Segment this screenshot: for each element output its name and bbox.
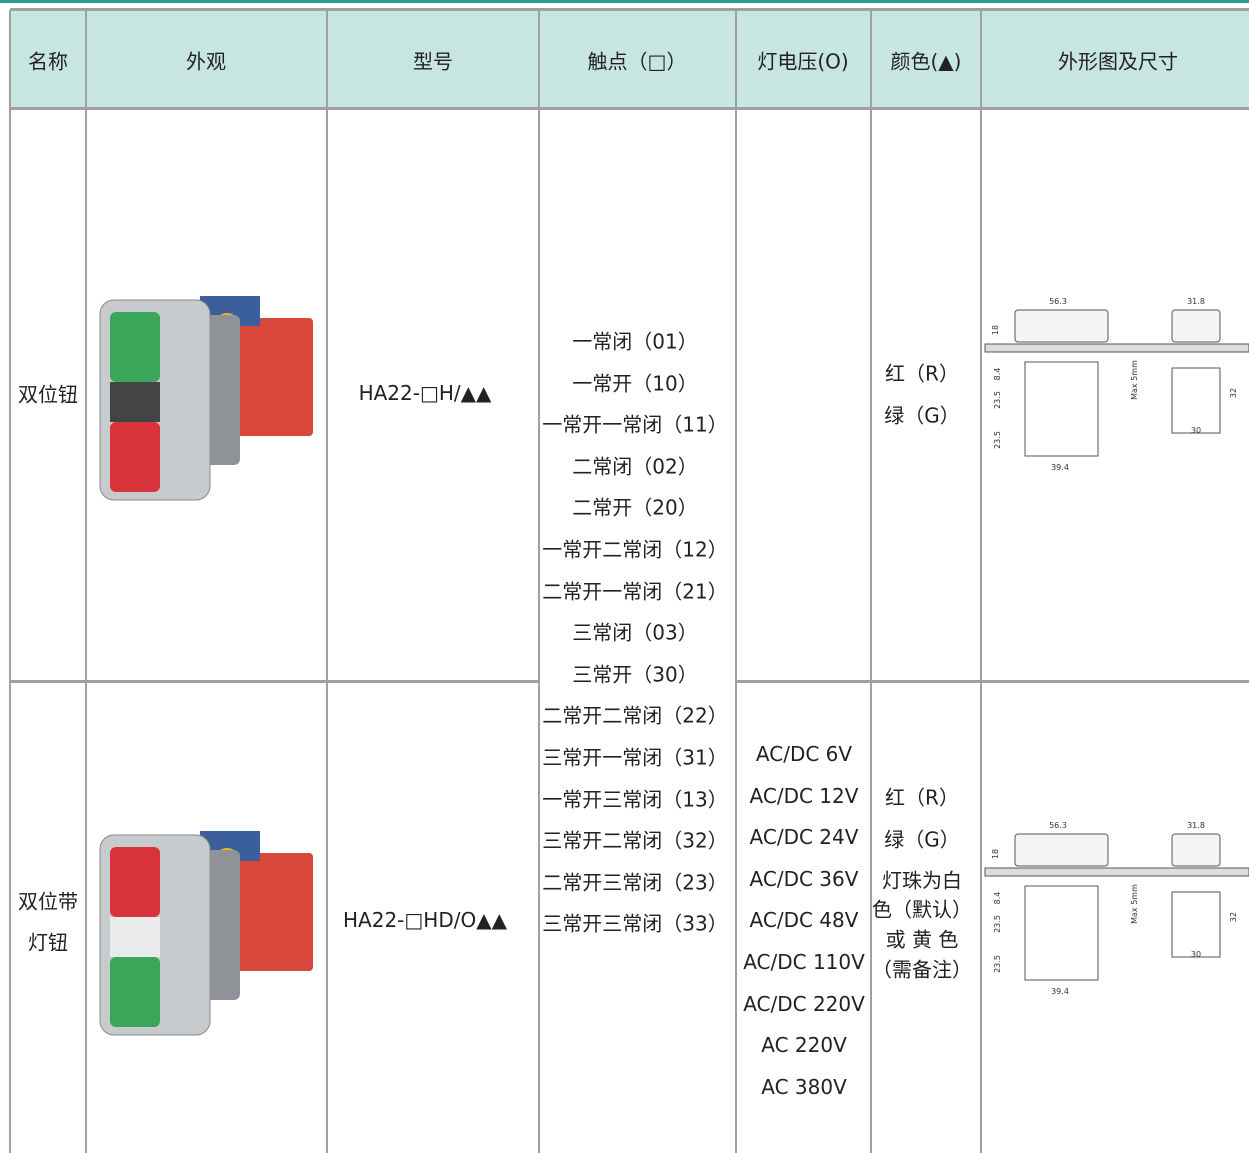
dimension-label: 8.4 (993, 368, 1002, 381)
dimension-label: 23.5 (993, 915, 1002, 933)
cell-border (980, 10, 982, 1153)
contact-option: 三常开（30） (572, 662, 698, 687)
column-header: 触点（□） (587, 49, 687, 74)
column-header: 外形图及尺寸 (1058, 49, 1178, 74)
button-top (110, 847, 160, 917)
contact-option: 三常开二常闭（32） (542, 828, 728, 853)
dimension-label: Max 5mm (1130, 360, 1139, 400)
red-block (225, 853, 313, 971)
header-bg (10, 10, 1249, 108)
color-option: 绿（G） (884, 403, 960, 428)
lamp-voltage: AC/DC 24V (749, 825, 859, 850)
button-side (1014, 833, 1109, 867)
cell-border (85, 10, 87, 1153)
model-number: HA22-□HD/O▲▲ (343, 908, 507, 932)
dimension-label: 31.8 (1187, 297, 1205, 306)
lamp-voltage: AC/DC 220V (743, 991, 865, 1016)
cell-border (10, 107, 1249, 110)
product-name: 双位钮 (18, 382, 78, 407)
cell-border (10, 8, 1249, 11)
plate (984, 867, 1249, 877)
button-end (1171, 309, 1221, 343)
cell-border (9, 10, 11, 1153)
body-end (1171, 367, 1221, 434)
column-header: 颜色(▲) (890, 49, 962, 74)
color-option: 红（R） (885, 361, 959, 386)
dimension-label: 18 (991, 849, 1000, 859)
dimension-label: 23.5 (993, 391, 1002, 409)
button-top (110, 312, 160, 382)
body-end (1171, 891, 1221, 958)
dimension-label: 32 (1229, 388, 1238, 398)
dimension-label: 32 (1229, 912, 1238, 922)
cell-border (538, 10, 540, 1153)
dimension-label: Max 5mm (1130, 884, 1139, 924)
middle-band (110, 917, 160, 957)
color-option: （需备注） (872, 957, 972, 982)
contact-option: 二常闭（02） (572, 454, 698, 479)
body-side (1024, 885, 1099, 981)
middle-band (110, 382, 160, 422)
dimension-label: 39.4 (1051, 463, 1069, 472)
product-name: 灯钮 (28, 930, 68, 955)
contact-option: 二常开一常闭（21） (542, 579, 728, 604)
button-side (1014, 309, 1109, 343)
contact-option: 三常开三常闭（33） (542, 911, 728, 936)
column-header: 灯电压(O) (757, 49, 849, 74)
body-side (1024, 361, 1099, 457)
color-option: 色（默认） (872, 897, 972, 922)
contact-option: 三常开一常闭（31） (542, 745, 728, 770)
contact-option: 一常闭（01） (572, 329, 698, 354)
lamp-voltage: AC/DC 48V (749, 908, 859, 933)
top-rule (0, 0, 1249, 3)
lamp-voltage: AC/DC 6V (755, 742, 853, 766)
lamp-voltage: AC/DC 36V (749, 866, 859, 891)
cell-border (736, 680, 1249, 683)
dimension-label: 8.4 (993, 892, 1002, 905)
button-bottom (110, 422, 160, 492)
contact-option: 一常开三常闭（13） (542, 787, 728, 812)
dimension-label: 39.4 (1051, 987, 1069, 996)
contact-option: 一常开（10） (572, 371, 698, 396)
button-end (1171, 833, 1221, 867)
contact-option: 三常闭（03） (572, 620, 698, 645)
contact-option: 二常开（20） (572, 495, 698, 520)
contact-option: 二常开三常闭（23） (542, 870, 728, 895)
lamp-voltage: AC/DC 110V (743, 950, 865, 974)
cell-border (10, 680, 539, 683)
color-option: 灯珠为白 (882, 868, 962, 893)
lamp-voltage: AC/DC 12V (749, 783, 859, 808)
dimension-label: 31.8 (1187, 821, 1205, 830)
plate (984, 343, 1249, 353)
column-header: 外观 (186, 49, 226, 74)
cell-border (326, 10, 328, 1153)
cell-border (735, 10, 737, 1153)
contact-option: 一常开二常闭（12） (542, 537, 728, 562)
dimension-label: 18 (991, 325, 1000, 335)
contact-option: 一常开一常闭（11） (542, 412, 728, 437)
color-option: 红（R） (885, 785, 959, 810)
column-header: 名称 (28, 49, 68, 74)
color-option: 绿（G） (884, 827, 960, 852)
lamp-voltage: AC 380V (761, 1074, 847, 1099)
dimension-label: 30 (1191, 426, 1201, 435)
button-bottom (110, 957, 160, 1027)
color-option: 或 黄 色 (885, 927, 959, 952)
dimension-label: 56.3 (1049, 821, 1067, 830)
dimension-label: 23.5 (993, 955, 1002, 973)
model-number: HA22-□H/▲▲ (358, 381, 492, 405)
dimension-label: 23.5 (993, 431, 1002, 449)
cell-border (870, 10, 872, 1153)
lamp-voltage: AC 220V (761, 1033, 847, 1058)
contact-option: 二常开二常闭（22） (542, 703, 728, 728)
dimension-label: 30 (1191, 950, 1201, 959)
column-header: 型号 (413, 49, 453, 74)
red-block (225, 318, 313, 436)
dimension-label: 56.3 (1049, 297, 1067, 306)
product-name: 双位带 (18, 889, 78, 914)
